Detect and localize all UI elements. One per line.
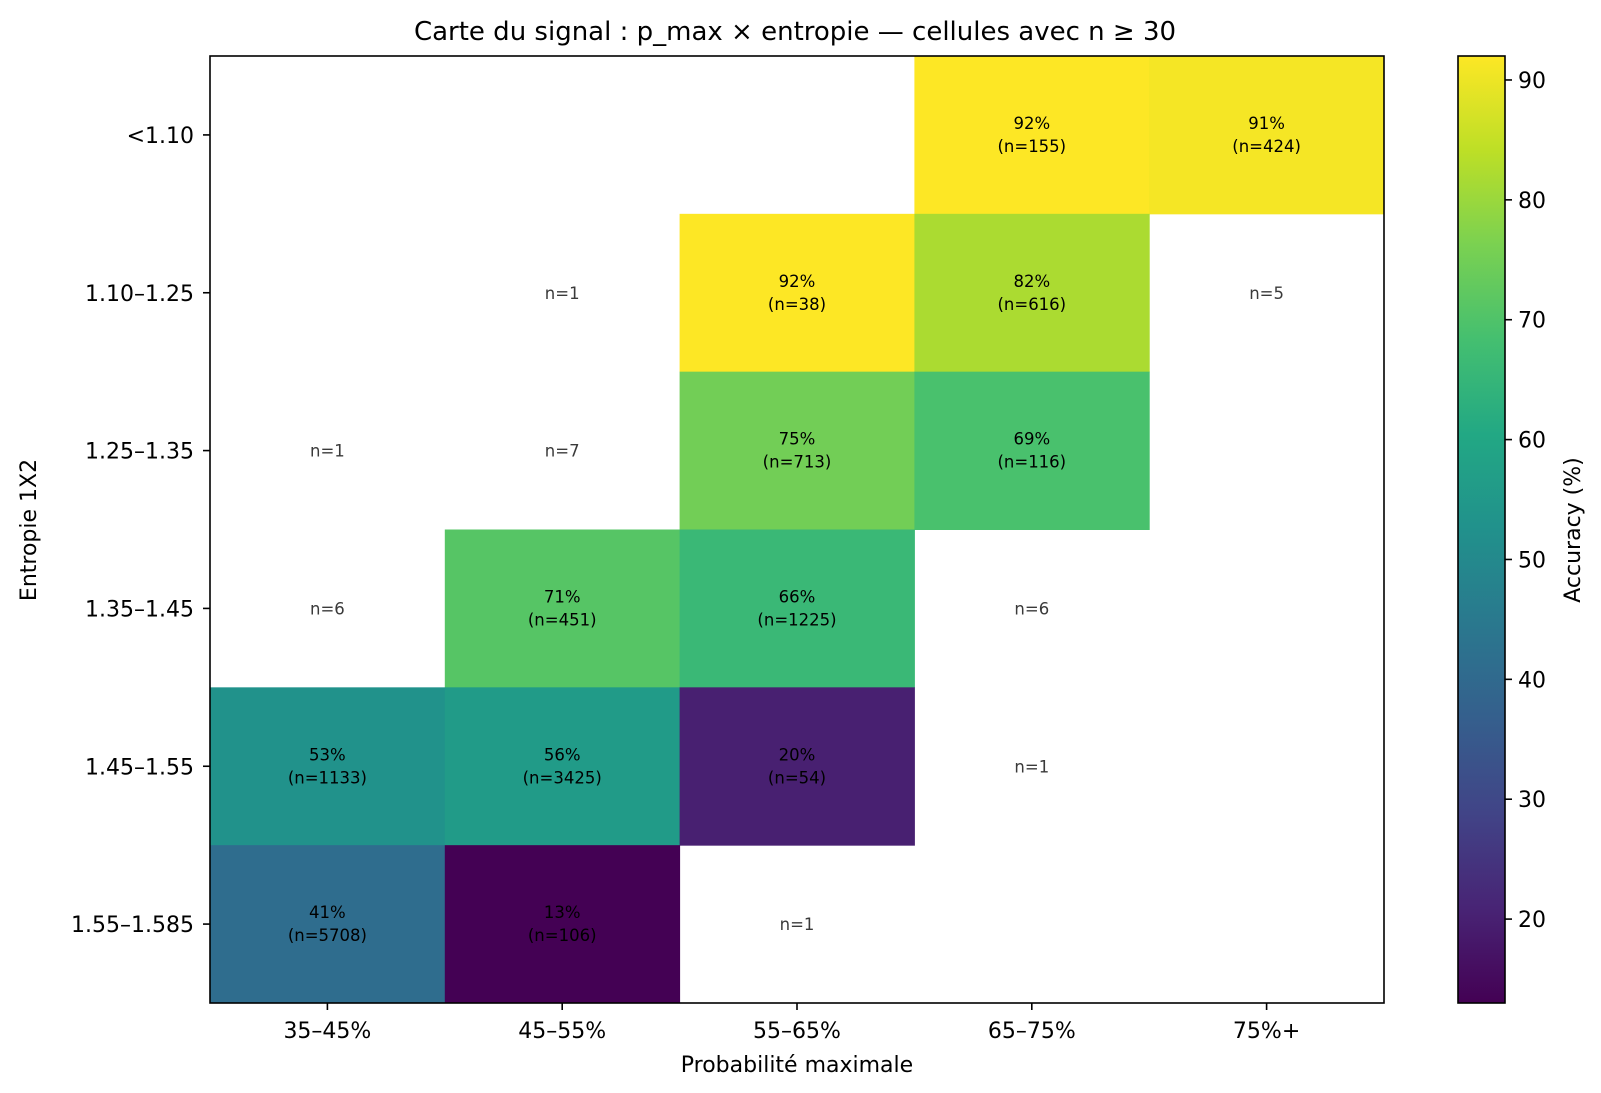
heatmap-cell — [679, 371, 915, 530]
x-tick-label: 35–45% — [283, 1019, 371, 1044]
y-tick-label: 1.25–1.35 — [85, 440, 194, 465]
cell-accuracy-label: 82% — [1013, 272, 1050, 291]
y-axis-label: Entropie 1X2 — [17, 459, 42, 601]
colorbar-tick-label: 90 — [1518, 69, 1546, 94]
x-tick-label: 75%+ — [1233, 1019, 1300, 1044]
heatmap-cell — [914, 371, 1150, 530]
cell-count-label: n=6 — [310, 599, 345, 618]
heatmap-cell — [210, 845, 446, 1004]
cell-accuracy-label: 66% — [779, 587, 816, 606]
heatmap-cell — [210, 687, 446, 846]
colorbar-tick-label: 30 — [1518, 788, 1546, 813]
heatmap-cell — [444, 529, 681, 688]
cell-count-label: n=5 — [1249, 284, 1284, 303]
heatmap-cell — [914, 213, 1150, 373]
x-tick-label: 45–55% — [518, 1019, 606, 1044]
cell-count-label: n=6 — [1014, 599, 1049, 618]
colorbar-label: Accuracy (%) — [1561, 457, 1586, 603]
cell-count-label: (n=616) — [997, 295, 1066, 314]
colorbar-tick-label: 20 — [1518, 908, 1546, 933]
cell-accuracy-label: 53% — [309, 745, 346, 764]
cell-count-label: (n=116) — [997, 453, 1066, 472]
colorbar-ticks: 20 30 40 50 60 70 80 90 — [1505, 69, 1546, 933]
cell-count-label: (n=3425) — [523, 768, 602, 787]
cell-count-label: (n=155) — [997, 137, 1066, 156]
cell-accuracy-label: 56% — [544, 745, 581, 764]
colorbar-tick-label: 40 — [1518, 668, 1546, 693]
colorbar-tick-label: 70 — [1518, 309, 1546, 334]
colorbar-tick-label: 50 — [1518, 548, 1546, 573]
y-tick-label: <1.10 — [127, 124, 194, 149]
cell-accuracy-label: 91% — [1248, 114, 1285, 133]
x-tick-label: 55–65% — [753, 1019, 841, 1044]
cell-accuracy-label: 75% — [779, 430, 816, 449]
cell-count-label: (n=38) — [768, 295, 826, 314]
chart-title: Carte du signal : p_max × entropie — cel… — [414, 17, 1176, 47]
cell-count-label: n=7 — [545, 442, 580, 461]
y-tick-label: 1.55–1.585 — [71, 913, 194, 938]
x-axis: 35–45% 45–55% 55–65% 65–75% 75%+ — [283, 1003, 1300, 1044]
y-tick-label: 1.10–1.25 — [85, 282, 194, 307]
cell-count-label: (n=424) — [1232, 137, 1301, 156]
cell-count-label: (n=1225) — [757, 610, 836, 629]
cell-accuracy-label: 71% — [544, 587, 581, 606]
cell-accuracy-label: 20% — [779, 745, 816, 764]
cell-count-label: (n=5708) — [288, 926, 367, 945]
heatmap-cell-labels: 92% (n=155) 91% (n=424) n=1 92% (n=38) 82% (n=61… — [288, 114, 1301, 945]
cell-count-label: (n=451) — [528, 610, 597, 629]
cell-count-label: n=1 — [545, 284, 580, 303]
cell-accuracy-label: 41% — [309, 903, 346, 922]
cell-accuracy-label: 69% — [1013, 430, 1050, 449]
heatmap-cells — [210, 56, 1385, 1004]
y-tick-label: 1.45–1.55 — [85, 755, 194, 780]
heatmap-cell — [1149, 56, 1385, 215]
x-tick-label: 65–75% — [988, 1019, 1076, 1044]
heatmap-cell — [444, 687, 681, 846]
heatmap-cell — [679, 213, 915, 373]
colorbar — [1457, 55, 1506, 1004]
cell-count-label: (n=1133) — [288, 768, 367, 787]
y-axis: <1.10 1.10–1.25 1.25–1.35 1.35–1.45 1.45–1.5… — [71, 124, 210, 938]
cell-count-label: n=1 — [1014, 757, 1049, 776]
cell-accuracy-label: 92% — [1013, 114, 1050, 133]
cell-count-label: n=1 — [310, 442, 345, 461]
heatmap-cell — [444, 845, 681, 1004]
cell-count-label: (n=54) — [768, 768, 826, 787]
cell-accuracy-label: 13% — [544, 903, 581, 922]
heatmap-cell — [914, 56, 1150, 215]
cell-count-label: n=1 — [780, 915, 815, 934]
heatmap-cell — [679, 687, 915, 846]
colorbar-tick-label: 80 — [1518, 189, 1546, 214]
heatmap-cell — [679, 529, 915, 688]
y-tick-label: 1.35–1.45 — [85, 597, 194, 622]
x-axis-label: Probabilité maximale — [681, 1053, 913, 1078]
cell-accuracy-label: 92% — [779, 272, 816, 291]
cell-count-label: (n=713) — [763, 453, 832, 472]
cell-count-label: (n=106) — [528, 926, 597, 945]
colorbar-tick-label: 60 — [1518, 429, 1546, 454]
